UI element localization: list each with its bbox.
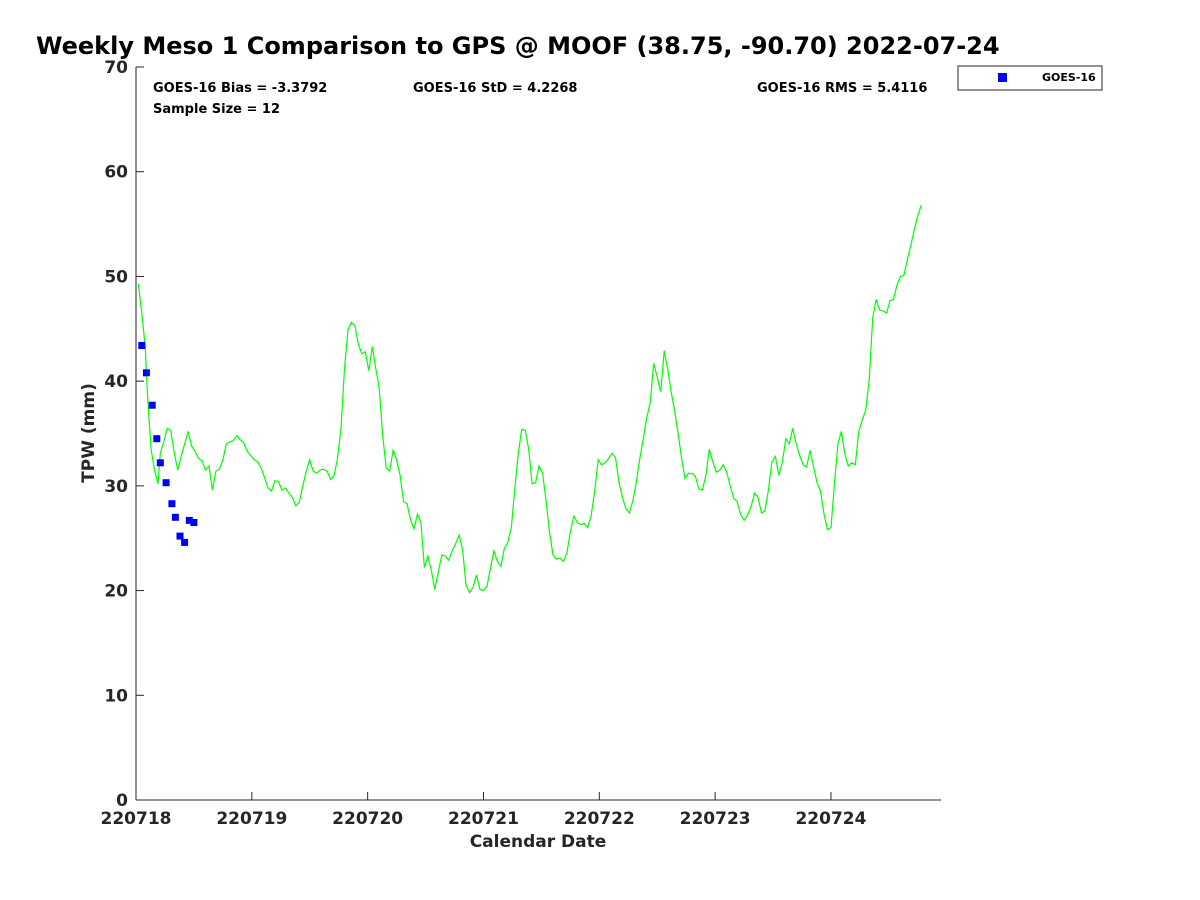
std-stat: GOES-16 StD = 4.2268 bbox=[413, 81, 577, 96]
y-axis-label: TPW (mm) bbox=[79, 383, 99, 483]
y-tick-label: 30 bbox=[104, 477, 128, 497]
goes-16-data-point bbox=[190, 519, 198, 526]
sample-size-stat: Sample Size = 12 bbox=[153, 102, 280, 117]
y-tick-label: 0 bbox=[116, 791, 128, 811]
goes-16-data-point bbox=[185, 516, 193, 524]
goes-16-data-point bbox=[156, 459, 164, 467]
goes-16-data-point bbox=[171, 513, 179, 521]
goes-16-data-point bbox=[142, 369, 150, 377]
x-tick-label: 220723 bbox=[680, 809, 751, 829]
goes-16-data-point bbox=[168, 500, 176, 508]
y-tick-label: 70 bbox=[104, 58, 128, 78]
x-tick-label: 220719 bbox=[216, 809, 287, 829]
legend-box bbox=[957, 65, 1103, 91]
x-axis-ticks: 220718 220719 220720 220721 220722 220723 2207… bbox=[101, 792, 867, 829]
rms-stat: GOES-16 RMS = 5.4116 bbox=[757, 81, 927, 96]
plot-area: 0 10 20 30 40 50 60 70 220718 220719 220720 220721… bbox=[101, 58, 941, 829]
goes-16-data-point bbox=[162, 479, 170, 487]
goes-16-data-point bbox=[181, 538, 189, 546]
x-tick-label: 220720 bbox=[332, 809, 403, 829]
goes-16-data-point bbox=[148, 401, 156, 409]
legend-label-goes-16: GOES-16 bbox=[1042, 71, 1096, 84]
y-tick-label: 50 bbox=[104, 267, 128, 287]
goes-16-data-point bbox=[138, 342, 146, 349]
y-tick-label: 60 bbox=[104, 163, 128, 183]
x-axis-label: Calendar Date bbox=[470, 832, 607, 852]
goes-16-data-point bbox=[176, 532, 184, 540]
goes-16-series-points bbox=[138, 342, 198, 546]
y-tick-label: 20 bbox=[104, 582, 128, 602]
x-tick-label: 220721 bbox=[448, 809, 519, 829]
y-axis-ticks: 0 10 20 30 40 50 60 70 bbox=[104, 58, 144, 811]
chart-title: Weekly Meso 1 Comparison to GPS @ MOOF (… bbox=[36, 32, 1000, 60]
x-tick-label: 220718 bbox=[101, 809, 172, 829]
goes-16-data-point bbox=[153, 435, 161, 443]
y-tick-label: 10 bbox=[104, 686, 128, 706]
x-tick-label: 220722 bbox=[564, 809, 635, 829]
legend: GOES-16 bbox=[957, 65, 1103, 91]
legend-square-icon bbox=[998, 73, 1007, 82]
bias-stat: GOES-16 Bias = -3.3792 bbox=[153, 81, 327, 96]
x-tick-label: 220724 bbox=[795, 809, 866, 829]
gps-series-line bbox=[137, 205, 922, 594]
plot-frame bbox=[136, 67, 941, 800]
y-tick-label: 40 bbox=[104, 372, 128, 392]
